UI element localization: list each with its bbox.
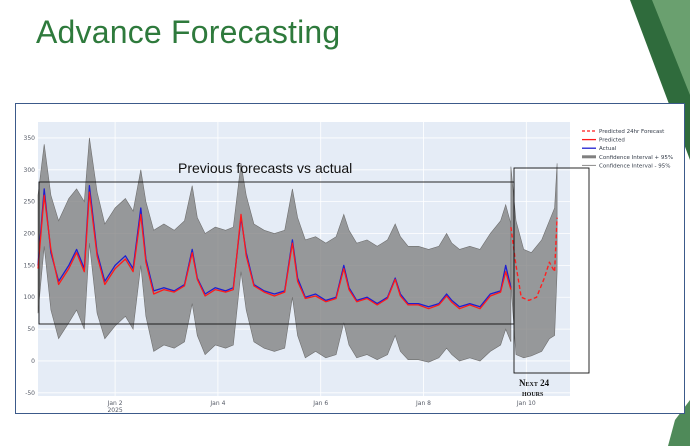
series-predicted-line — [37, 191, 512, 310]
legend: Predicted 24hr Forecast Predicted Actual Co… — [582, 129, 673, 169]
y-tick-label: 200 — [24, 231, 36, 238]
x-tick-sublabel: 2025 — [107, 407, 122, 413]
legend-label-lower: Confidence Interval - 95% — [599, 163, 670, 169]
legend-label-forecast: Predicted 24hr Forecast — [599, 129, 665, 135]
y-tick-label: 100 — [24, 294, 36, 301]
forecast-confidence-band-area — [510, 163, 558, 359]
y-tick-label: 350 — [24, 135, 36, 142]
legend-label-actual: Actual — [599, 146, 617, 152]
legend-label-upper: Confidence Interval + 95% — [599, 155, 673, 161]
x-tick-label: Jan 6 — [312, 400, 328, 407]
next-hours-label: hours — [522, 388, 544, 398]
y-tick-label: -50 — [25, 390, 35, 397]
next-24-label: Next 24 — [519, 378, 550, 388]
y-tick-label: 150 — [24, 262, 36, 269]
y-tick-label: 50 — [27, 326, 35, 333]
slide-title: Advance Forecasting — [36, 14, 341, 50]
series-actual-line — [37, 185, 512, 308]
deco-light-facet — [652, 0, 690, 95]
y-tick-label: 300 — [24, 167, 36, 174]
y-tick-label: 0 — [31, 358, 35, 365]
series-forecast-line — [510, 217, 558, 302]
y-tick-labels: -50 0 50 100 150 200 250 300 350 — [24, 135, 36, 397]
confidence-band-history — [37, 137, 512, 363]
x-tick-label: Jan 4 — [209, 400, 225, 407]
series-lines — [37, 185, 558, 310]
x-tick-label: Jan 8 — [415, 400, 431, 407]
confidence-band-area — [37, 137, 512, 363]
next-24-hours-box — [513, 167, 590, 374]
legend-label-predicted: Predicted — [599, 138, 625, 144]
y-tick-label: 250 — [24, 199, 36, 206]
previous-forecasts-label: Previous forecasts vs actual — [178, 160, 352, 176]
x-tick-label: Jan 10 — [516, 400, 536, 407]
x-tick-label: Jan 2 — [107, 400, 123, 407]
confidence-band-forecast — [510, 163, 558, 359]
